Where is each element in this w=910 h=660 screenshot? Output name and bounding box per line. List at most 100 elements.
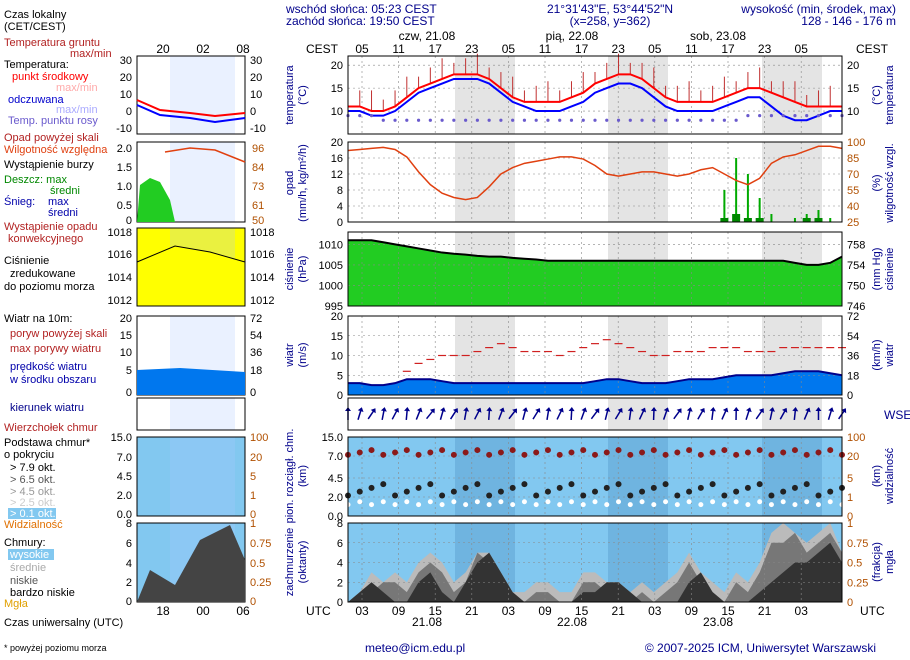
cest-tick: 23 — [758, 42, 772, 56]
legend-snow-max: max — [48, 196, 69, 208]
dew-point — [722, 118, 726, 122]
legend-okt25: > 2.5 okt. — [10, 497, 56, 509]
axis-cover: zachmurzenie — [284, 528, 296, 596]
cloud-base-low-dot — [757, 499, 763, 505]
cloud-base-dot — [639, 488, 646, 495]
cloud-top-dot — [615, 447, 622, 454]
tick-label: 1005 — [319, 260, 343, 272]
wind-arrow — [425, 408, 435, 420]
wind-arrow — [498, 407, 505, 420]
legend-wind-speed: prędkość wiatru — [10, 361, 87, 373]
precip-night — [608, 142, 668, 222]
tick-label: 0 — [847, 511, 853, 523]
legend-utc: Czas uniwersalny (UTC) — [4, 617, 123, 629]
legend-local-time-sub: (CET/CEST) — [4, 21, 66, 33]
legend-mid: średnie — [10, 562, 46, 574]
wind-arrow-head — [782, 407, 788, 413]
cloud-base-dot — [462, 484, 469, 491]
cest-tick: 05 — [355, 42, 369, 56]
small-tick-r: 20 — [250, 72, 262, 84]
legend-gust-max: max porywy wiatru — [10, 343, 101, 355]
wind-arrow-head — [686, 407, 693, 412]
axis-cloud: pion. rozciągł. chm. — [284, 429, 296, 524]
axis-press-r: ciśnienie — [884, 248, 896, 291]
rain-mid-bar — [814, 218, 823, 222]
cloud-base-dot — [697, 484, 704, 491]
precip-border — [347, 141, 843, 223]
small-tick-r: 1016 — [250, 249, 274, 261]
cloud-base-dot — [533, 492, 540, 499]
small-temp-line — [136, 99, 246, 118]
tick-label: 16 — [331, 153, 343, 165]
dew-point — [452, 118, 456, 122]
cest-tick: 11 — [685, 42, 698, 56]
wind-dir-border — [347, 397, 843, 431]
wind-arrow — [792, 407, 799, 421]
small-tick-r: 72 — [250, 313, 262, 325]
axis-temp-r: temperatura — [884, 64, 896, 124]
day-label: czw, 21.08 — [399, 29, 456, 43]
wind-arrow-head — [594, 408, 600, 414]
dew-point — [581, 118, 585, 122]
cloud-top-dot — [450, 451, 457, 458]
tick-label: 20 — [331, 137, 343, 149]
small-tick: -10 — [116, 123, 132, 135]
legend-footnote: * powyżej poziomu morza — [4, 643, 107, 653]
small-panel-border — [136, 55, 246, 135]
footer-email[interactable]: meteo@icm.edu.pl — [365, 641, 465, 655]
axis-temp-unit: (°C) — [297, 85, 309, 105]
cest-tick: 23 — [612, 42, 626, 56]
wind-arrow-head — [452, 408, 459, 414]
cest-tick: 17 — [721, 42, 735, 56]
cloud-base-low-dot — [698, 502, 704, 508]
tick-label: 6 — [337, 538, 343, 550]
wind-arrow — [627, 407, 634, 421]
dew-point — [593, 118, 597, 122]
small-tick-r: 54 — [250, 330, 262, 342]
cloud-base-dot — [450, 488, 457, 495]
small-tick-r: 0 — [250, 106, 256, 118]
cloud-base-dot — [474, 481, 481, 488]
wind-arrow — [568, 407, 575, 421]
cloud-base-low-dot — [357, 499, 363, 505]
small-tick: 10 — [120, 347, 132, 359]
wind-arrow — [686, 407, 693, 421]
cloud-top-dot — [427, 449, 434, 456]
wind-arrow — [779, 407, 788, 420]
small-tick: 6 — [126, 538, 132, 550]
legend-okt01-box — [8, 508, 56, 519]
tick-label: 15 — [331, 83, 343, 95]
cloud-base-dot — [427, 481, 434, 488]
coords-text: 21°31'43"E, 53°44'52"N — [547, 2, 673, 16]
wind-arrow-head — [815, 407, 822, 411]
wind-arrow-head — [722, 407, 729, 413]
cloud-base-dot — [368, 484, 375, 491]
tick-label: 20 — [331, 60, 343, 72]
wind-arrow — [473, 407, 482, 420]
temperature-night — [608, 56, 668, 134]
small-tick-r: 20 — [250, 452, 262, 464]
dew-point — [616, 118, 621, 122]
cloud-base-dot — [603, 484, 610, 491]
wind-arrow — [449, 408, 459, 420]
cloud-top-dot — [533, 449, 540, 456]
wind-arrow — [532, 408, 541, 420]
wind-arrow — [650, 407, 657, 421]
axis-precip: opad — [284, 171, 296, 195]
small-humidity-line — [164, 147, 246, 163]
dew-point — [699, 118, 703, 122]
wind-arrow — [604, 407, 611, 421]
pressure-line — [348, 239, 843, 266]
legend-visibility: Widzialność — [4, 519, 63, 531]
legend-snow-mid: średni — [48, 207, 78, 219]
wind-arrow — [556, 407, 564, 420]
legend-temp-max: max/min — [56, 82, 98, 94]
utc-tick: 09 — [685, 604, 699, 618]
wind-arrow — [827, 407, 834, 420]
dew-point — [499, 118, 503, 122]
small-pressure-fill — [136, 245, 246, 307]
utc-tick: 15 — [575, 604, 589, 618]
